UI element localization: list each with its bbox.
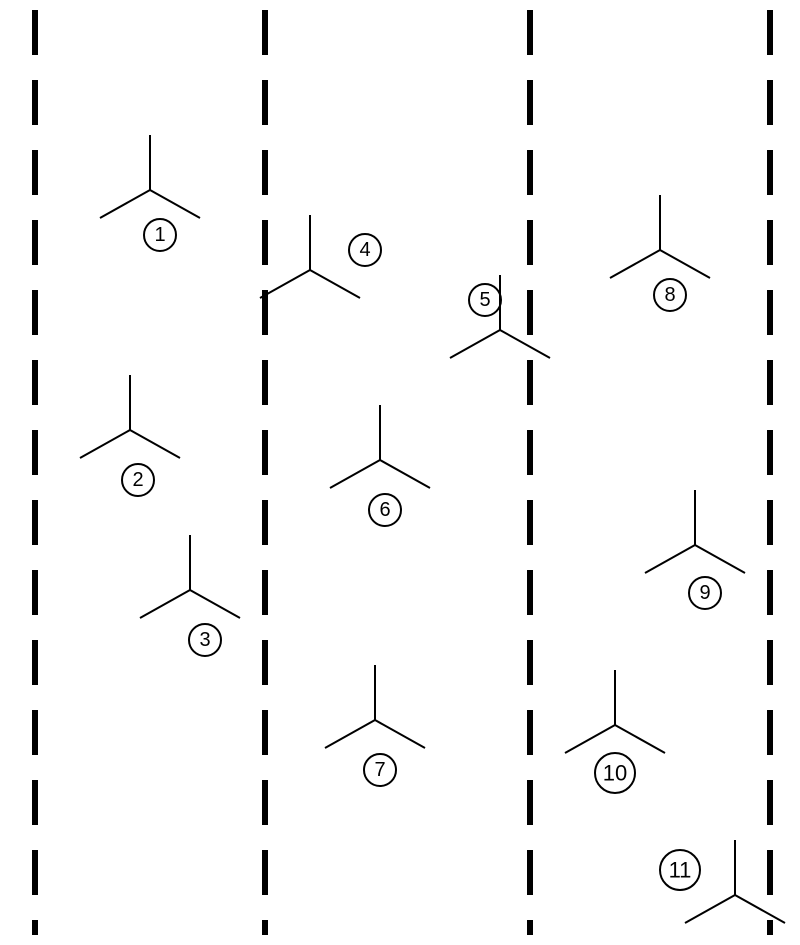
diagram-svg: 1 2 3 4 5 6 7 8 9 10 11 [0,0,800,945]
turbine-10: 10 [565,670,665,793]
turbine-label-text-3: 3 [199,629,210,651]
turbine-label-text-4: 4 [359,239,370,261]
turbine-8: 8 [610,195,710,311]
turbine-9: 9 [645,490,745,609]
turbine-11: 11 [660,840,785,923]
turbine-label-text-2: 2 [132,469,143,491]
turbine-label-text-11: 11 [669,858,692,883]
turbine-4: 4 [260,215,381,298]
turbine-2: 2 [80,375,180,496]
turbine-3: 3 [140,535,240,656]
turbine-5: 5 [450,275,550,358]
turbine-label-text-9: 9 [699,582,710,604]
turbine-1: 1 [100,135,200,251]
turbine-6: 6 [330,405,430,526]
turbine-label-text-8: 8 [664,284,675,306]
turbine-label-text-1: 1 [154,224,165,246]
turbine-label-text-7: 7 [374,759,385,781]
turbine-label-text-5: 5 [479,289,490,311]
turbine-label-text-6: 6 [379,499,390,521]
turbine-label-text-10: 10 [603,761,627,786]
diagram-canvas: 1 2 3 4 5 6 7 8 9 10 11 [0,0,800,945]
turbine-7: 7 [325,665,425,786]
